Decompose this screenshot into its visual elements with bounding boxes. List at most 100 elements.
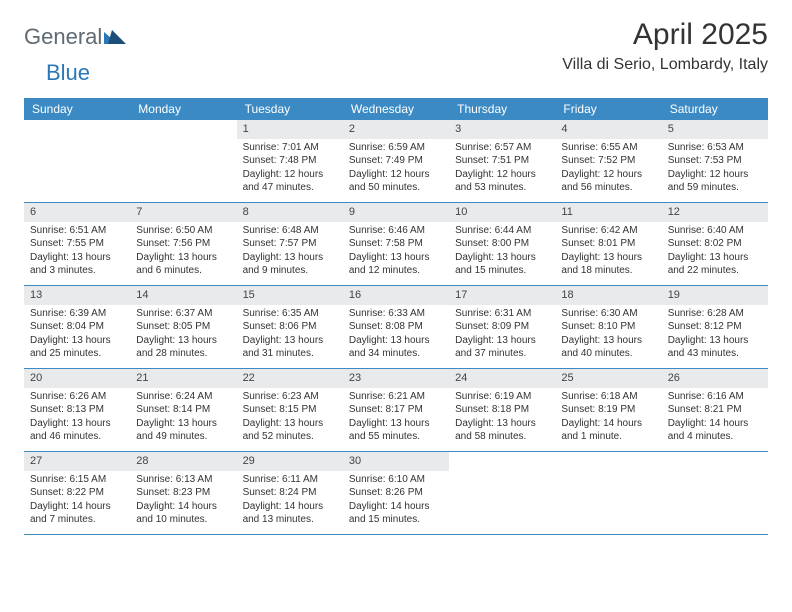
day-number: 28: [130, 452, 236, 471]
day-details: Sunrise: 6:19 AMSunset: 8:18 PMDaylight:…: [449, 388, 555, 450]
daylight-line: Daylight: 14 hours and 10 minutes.: [136, 500, 230, 527]
day-details: Sunrise: 6:23 AMSunset: 8:15 PMDaylight:…: [237, 388, 343, 450]
calendar-row: 6Sunrise: 6:51 AMSunset: 7:55 PMDaylight…: [24, 203, 768, 286]
sunset-line: Sunset: 8:26 PM: [349, 486, 443, 500]
sunrise-line: Sunrise: 6:31 AM: [455, 307, 549, 321]
day-details: Sunrise: 6:18 AMSunset: 8:19 PMDaylight:…: [555, 388, 661, 450]
day-details: Sunrise: 6:15 AMSunset: 8:22 PMDaylight:…: [24, 471, 130, 533]
day-number: 12: [662, 203, 768, 222]
day-details: Sunrise: 6:28 AMSunset: 8:12 PMDaylight:…: [662, 305, 768, 367]
calendar-day-cell: 23Sunrise: 6:21 AMSunset: 8:17 PMDayligh…: [343, 369, 449, 451]
page-title: April 2025: [562, 18, 768, 52]
day-number: 5: [662, 120, 768, 139]
day-number: 4: [555, 120, 661, 139]
daylight-line: Daylight: 13 hours and 28 minutes.: [136, 334, 230, 361]
calendar-day-cell: 4Sunrise: 6:55 AMSunset: 7:52 PMDaylight…: [555, 120, 661, 202]
title-block: April 2025 Villa di Serio, Lombardy, Ita…: [562, 18, 768, 74]
daylight-line: Daylight: 13 hours and 34 minutes.: [349, 334, 443, 361]
sunset-line: Sunset: 8:06 PM: [243, 320, 337, 334]
sunset-line: Sunset: 7:51 PM: [455, 154, 549, 168]
sunset-line: Sunset: 8:00 PM: [455, 237, 549, 251]
day-number: 13: [24, 286, 130, 305]
calendar-day-cell: 20Sunrise: 6:26 AMSunset: 8:13 PMDayligh…: [24, 369, 130, 451]
day-details: Sunrise: 6:11 AMSunset: 8:24 PMDaylight:…: [237, 471, 343, 533]
daylight-line: Daylight: 13 hours and 3 minutes.: [30, 251, 124, 278]
daylight-line: Daylight: 13 hours and 55 minutes.: [349, 417, 443, 444]
daylight-line: Daylight: 13 hours and 43 minutes.: [668, 334, 762, 361]
sunrise-line: Sunrise: 6:11 AM: [243, 473, 337, 487]
day-details: Sunrise: 6:37 AMSunset: 8:05 PMDaylight:…: [130, 305, 236, 367]
calendar-row: 27Sunrise: 6:15 AMSunset: 8:22 PMDayligh…: [24, 452, 768, 535]
sunset-line: Sunset: 8:21 PM: [668, 403, 762, 417]
sunset-line: Sunset: 8:14 PM: [136, 403, 230, 417]
sunset-line: Sunset: 7:55 PM: [30, 237, 124, 251]
sunset-line: Sunset: 7:56 PM: [136, 237, 230, 251]
day-number: 30: [343, 452, 449, 471]
daylight-line: Daylight: 13 hours and 58 minutes.: [455, 417, 549, 444]
daylight-line: Daylight: 13 hours and 40 minutes.: [561, 334, 655, 361]
day-number: 29: [237, 452, 343, 471]
day-number: 25: [555, 369, 661, 388]
daylight-line: Daylight: 14 hours and 13 minutes.: [243, 500, 337, 527]
calendar-header-cell: Tuesday: [237, 98, 343, 120]
day-details: Sunrise: 6:59 AMSunset: 7:49 PMDaylight:…: [343, 139, 449, 201]
sunset-line: Sunset: 8:24 PM: [243, 486, 337, 500]
sunset-line: Sunset: 8:17 PM: [349, 403, 443, 417]
sunset-line: Sunset: 8:23 PM: [136, 486, 230, 500]
daylight-line: Daylight: 14 hours and 15 minutes.: [349, 500, 443, 527]
sunrise-line: Sunrise: 6:57 AM: [455, 141, 549, 155]
day-number: 2: [343, 120, 449, 139]
sunset-line: Sunset: 8:08 PM: [349, 320, 443, 334]
sunrise-line: Sunrise: 6:18 AM: [561, 390, 655, 404]
sunrise-line: Sunrise: 6:48 AM: [243, 224, 337, 238]
calendar-day-cell: 26Sunrise: 6:16 AMSunset: 8:21 PMDayligh…: [662, 369, 768, 451]
day-details: Sunrise: 6:26 AMSunset: 8:13 PMDaylight:…: [24, 388, 130, 450]
sunset-line: Sunset: 7:52 PM: [561, 154, 655, 168]
day-number: 16: [343, 286, 449, 305]
calendar-day-cell: 10Sunrise: 6:44 AMSunset: 8:00 PMDayligh…: [449, 203, 555, 285]
brand-triangle-icon: [104, 28, 126, 49]
daylight-line: Daylight: 13 hours and 18 minutes.: [561, 251, 655, 278]
calendar-day-cell: 18Sunrise: 6:30 AMSunset: 8:10 PMDayligh…: [555, 286, 661, 368]
sunset-line: Sunset: 7:58 PM: [349, 237, 443, 251]
sunset-line: Sunset: 7:53 PM: [668, 154, 762, 168]
day-number: 6: [24, 203, 130, 222]
calendar-header-cell: Monday: [130, 98, 236, 120]
calendar-day-cell: 12Sunrise: 6:40 AMSunset: 8:02 PMDayligh…: [662, 203, 768, 285]
daylight-line: Daylight: 14 hours and 1 minute.: [561, 417, 655, 444]
sunrise-line: Sunrise: 6:37 AM: [136, 307, 230, 321]
sunset-line: Sunset: 7:49 PM: [349, 154, 443, 168]
sunrise-line: Sunrise: 6:42 AM: [561, 224, 655, 238]
daylight-line: Daylight: 13 hours and 15 minutes.: [455, 251, 549, 278]
calendar-table: SundayMondayTuesdayWednesdayThursdayFrid…: [24, 98, 768, 535]
daylight-line: Daylight: 13 hours and 31 minutes.: [243, 334, 337, 361]
day-details: Sunrise: 6:44 AMSunset: 8:00 PMDaylight:…: [449, 222, 555, 284]
sunset-line: Sunset: 8:19 PM: [561, 403, 655, 417]
daylight-line: Daylight: 14 hours and 4 minutes.: [668, 417, 762, 444]
calendar-header-cell: Wednesday: [343, 98, 449, 120]
sunrise-line: Sunrise: 6:24 AM: [136, 390, 230, 404]
sunset-line: Sunset: 8:12 PM: [668, 320, 762, 334]
sunset-line: Sunset: 8:01 PM: [561, 237, 655, 251]
sunrise-line: Sunrise: 6:19 AM: [455, 390, 549, 404]
day-details: Sunrise: 6:13 AMSunset: 8:23 PMDaylight:…: [130, 471, 236, 533]
daylight-line: Daylight: 12 hours and 56 minutes.: [561, 168, 655, 195]
day-number: 19: [662, 286, 768, 305]
calendar-day-cell: 17Sunrise: 6:31 AMSunset: 8:09 PMDayligh…: [449, 286, 555, 368]
sunset-line: Sunset: 8:10 PM: [561, 320, 655, 334]
daylight-line: Daylight: 13 hours and 22 minutes.: [668, 251, 762, 278]
calendar-empty-cell: [662, 452, 768, 534]
calendar-day-cell: 21Sunrise: 6:24 AMSunset: 8:14 PMDayligh…: [130, 369, 236, 451]
daylight-line: Daylight: 14 hours and 7 minutes.: [30, 500, 124, 527]
sunset-line: Sunset: 8:05 PM: [136, 320, 230, 334]
sunrise-line: Sunrise: 7:01 AM: [243, 141, 337, 155]
sunrise-line: Sunrise: 6:30 AM: [561, 307, 655, 321]
sunset-line: Sunset: 8:09 PM: [455, 320, 549, 334]
sunrise-line: Sunrise: 6:23 AM: [243, 390, 337, 404]
daylight-line: Daylight: 12 hours and 59 minutes.: [668, 168, 762, 195]
calendar-body: 1Sunrise: 7:01 AMSunset: 7:48 PMDaylight…: [24, 120, 768, 535]
sunset-line: Sunset: 8:13 PM: [30, 403, 124, 417]
calendar-day-cell: 24Sunrise: 6:19 AMSunset: 8:18 PMDayligh…: [449, 369, 555, 451]
daylight-line: Daylight: 13 hours and 6 minutes.: [136, 251, 230, 278]
daylight-line: Daylight: 13 hours and 12 minutes.: [349, 251, 443, 278]
